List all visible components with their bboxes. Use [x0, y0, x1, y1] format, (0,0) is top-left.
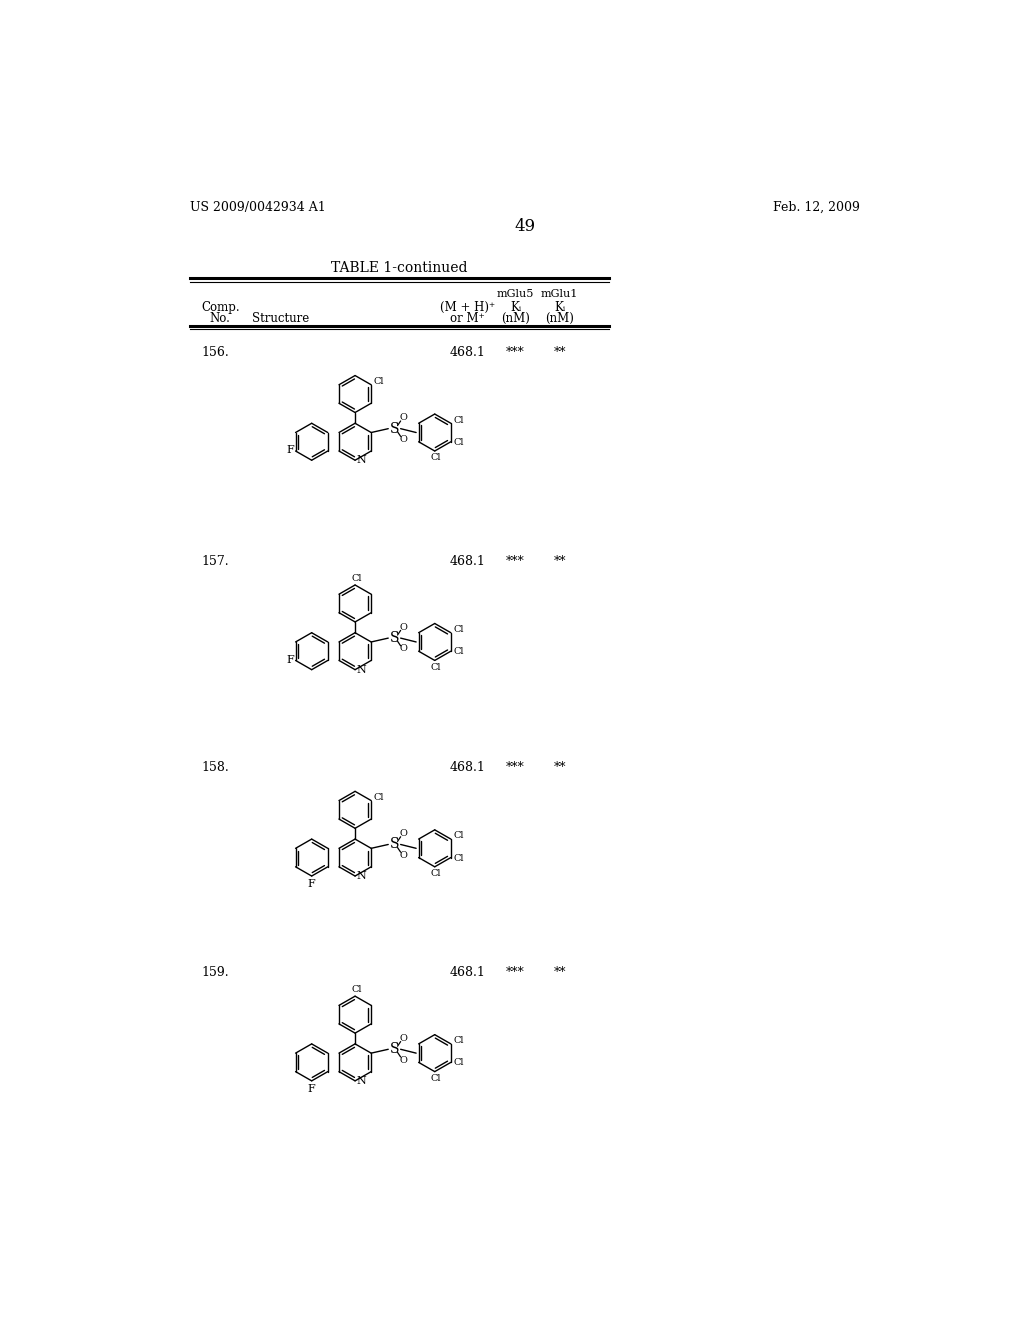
Text: 158.: 158. [202, 762, 229, 775]
Text: Cl: Cl [431, 663, 441, 672]
Text: US 2009/0042934 A1: US 2009/0042934 A1 [190, 201, 326, 214]
Text: F: F [308, 1084, 315, 1094]
Text: **: ** [553, 346, 566, 359]
Text: Kᵢ: Kᵢ [510, 301, 521, 314]
Text: Kᵢ: Kᵢ [554, 301, 565, 314]
Text: O: O [399, 413, 408, 422]
Text: (M + H)⁺: (M + H)⁺ [440, 301, 495, 314]
Text: 468.1: 468.1 [450, 346, 485, 359]
Text: O: O [399, 623, 408, 632]
Text: ***: *** [506, 762, 525, 775]
Text: 468.1: 468.1 [450, 554, 485, 568]
Text: N: N [356, 665, 367, 675]
Text: 468.1: 468.1 [450, 762, 485, 775]
Text: 468.1: 468.1 [450, 966, 485, 979]
Text: Cl: Cl [454, 854, 464, 863]
Text: Cl: Cl [454, 1059, 464, 1068]
Text: mGlu5: mGlu5 [497, 289, 535, 300]
Text: Cl: Cl [454, 1036, 464, 1045]
Text: or M⁺: or M⁺ [451, 313, 484, 326]
Text: S: S [390, 837, 399, 851]
Text: O: O [399, 436, 408, 444]
Text: O: O [399, 1056, 408, 1064]
Text: S: S [390, 1043, 399, 1056]
Text: N: N [356, 871, 367, 882]
Text: (nM): (nM) [545, 313, 574, 326]
Text: Feb. 12, 2009: Feb. 12, 2009 [773, 201, 859, 214]
Text: TABLE 1-continued: TABLE 1-continued [331, 261, 468, 275]
Text: Cl: Cl [454, 416, 464, 425]
Text: mGlu1: mGlu1 [541, 289, 579, 300]
Text: **: ** [553, 554, 566, 568]
Text: Cl: Cl [351, 985, 361, 994]
Text: F: F [308, 879, 315, 888]
Text: 159.: 159. [202, 966, 229, 979]
Text: N: N [356, 1076, 367, 1086]
Text: 49: 49 [514, 218, 536, 235]
Text: 156.: 156. [202, 346, 229, 359]
Text: Comp.: Comp. [202, 301, 241, 314]
Text: F: F [287, 655, 294, 665]
Text: Structure: Structure [252, 313, 309, 326]
Text: Cl: Cl [374, 793, 384, 801]
Text: ***: *** [506, 346, 525, 359]
Text: Cl: Cl [454, 832, 464, 841]
Text: Cl: Cl [431, 869, 441, 878]
Text: S: S [390, 631, 399, 645]
Text: 157.: 157. [202, 554, 229, 568]
Text: Cl: Cl [431, 453, 441, 462]
Text: S: S [390, 421, 399, 436]
Text: O: O [399, 644, 408, 653]
Text: Cl: Cl [374, 378, 384, 385]
Text: Cl: Cl [454, 624, 464, 634]
Text: **: ** [553, 966, 566, 979]
Text: (nM): (nM) [501, 313, 530, 326]
Text: O: O [399, 851, 408, 859]
Text: ***: *** [506, 966, 525, 979]
Text: ***: *** [506, 554, 525, 568]
Text: Cl: Cl [454, 438, 464, 447]
Text: Cl: Cl [431, 1074, 441, 1082]
Text: Cl: Cl [454, 647, 464, 656]
Text: O: O [399, 1034, 408, 1043]
Text: **: ** [553, 762, 566, 775]
Text: No.: No. [209, 313, 230, 326]
Text: N: N [356, 455, 367, 466]
Text: F: F [287, 445, 294, 455]
Text: O: O [399, 829, 408, 838]
Text: Cl: Cl [351, 574, 361, 583]
